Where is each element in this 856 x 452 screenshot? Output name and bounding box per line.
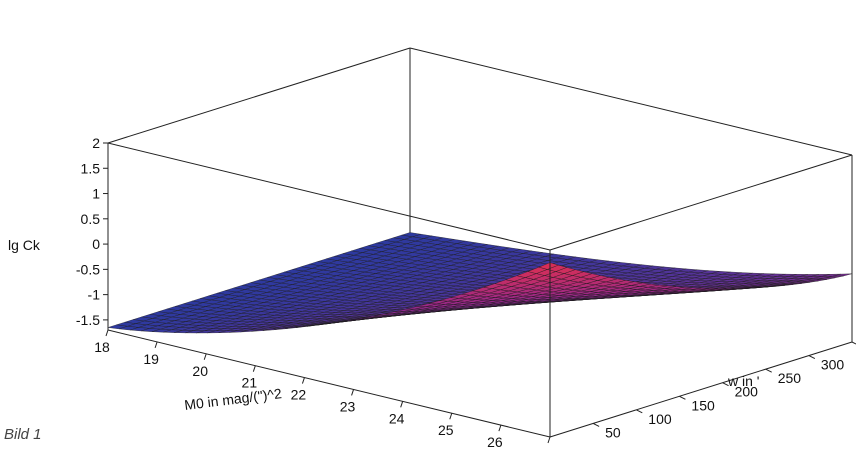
y-tick-label: 100 [648, 411, 672, 427]
y-tick [592, 422, 600, 427]
x-axis: 18192021222324252627 [94, 329, 552, 452]
box-edge [107, 142, 551, 251]
x-tick [449, 413, 453, 420]
x-tick [154, 341, 158, 349]
z-tick-label: 1.5 [81, 160, 101, 176]
x-tick [547, 436, 551, 444]
x-tick [203, 353, 207, 360]
x-tick [105, 329, 109, 337]
x-tick [301, 377, 305, 384]
z-tick-label: 1 [92, 186, 100, 202]
y-tick [722, 382, 729, 387]
x-tick-label: 20 [192, 363, 208, 379]
surface-cell [538, 262, 559, 270]
figure-caption: Bild 1 [4, 426, 42, 443]
y-tick [808, 355, 816, 360]
y-tick [851, 341, 856, 345]
box-edge [549, 154, 853, 251]
box-edge [409, 47, 853, 156]
x-tick [498, 424, 502, 432]
z-axis-label: lg Ck [8, 237, 41, 253]
x-tick [252, 365, 256, 372]
x-tick [400, 401, 404, 408]
x-tick-label: 23 [340, 398, 356, 414]
z-tick-label: 0.5 [81, 211, 101, 227]
y-axis: 50100150200250300350 [592, 341, 856, 440]
z-tick-label: 2 [92, 135, 100, 151]
x-tick-label: 19 [143, 351, 159, 367]
y-tick-label: 50 [605, 424, 621, 440]
z-tick-label: -0.5 [76, 261, 100, 277]
x-tick-label: 22 [291, 387, 307, 403]
y-tick-label: 300 [821, 357, 845, 373]
y-tick [679, 395, 686, 400]
surface-mesh [107, 232, 853, 334]
z-tick-label: 0 [92, 236, 100, 252]
x-tick [351, 389, 355, 396]
x-axis-label: M0 in mag/(")^2 [183, 385, 282, 413]
z-tick-label: -1 [88, 287, 101, 303]
x-tick-label: 21 [242, 375, 258, 391]
y-tick-label: 250 [778, 370, 802, 386]
bounding-box-back [107, 47, 853, 251]
y-tick-label: 150 [691, 397, 715, 413]
box-edge [107, 47, 411, 144]
y-tick-label: 200 [735, 384, 759, 400]
z-axis: -1.5 -1 -0.5 0 0.5 1 1.5 2 [76, 135, 108, 328]
box-edge [549, 341, 853, 438]
y-tick [765, 368, 772, 373]
y-tick [636, 409, 643, 414]
x-tick-label: 24 [389, 410, 405, 426]
y-axis-label: w in ' [727, 373, 759, 389]
x-tick-label: 26 [487, 434, 503, 448]
box-edge [107, 329, 551, 438]
z-tick-label: -1.5 [76, 312, 100, 328]
x-tick-label: 25 [438, 422, 454, 438]
bounding-box-front [107, 143, 853, 438]
x-tick-label: 18 [94, 339, 110, 355]
